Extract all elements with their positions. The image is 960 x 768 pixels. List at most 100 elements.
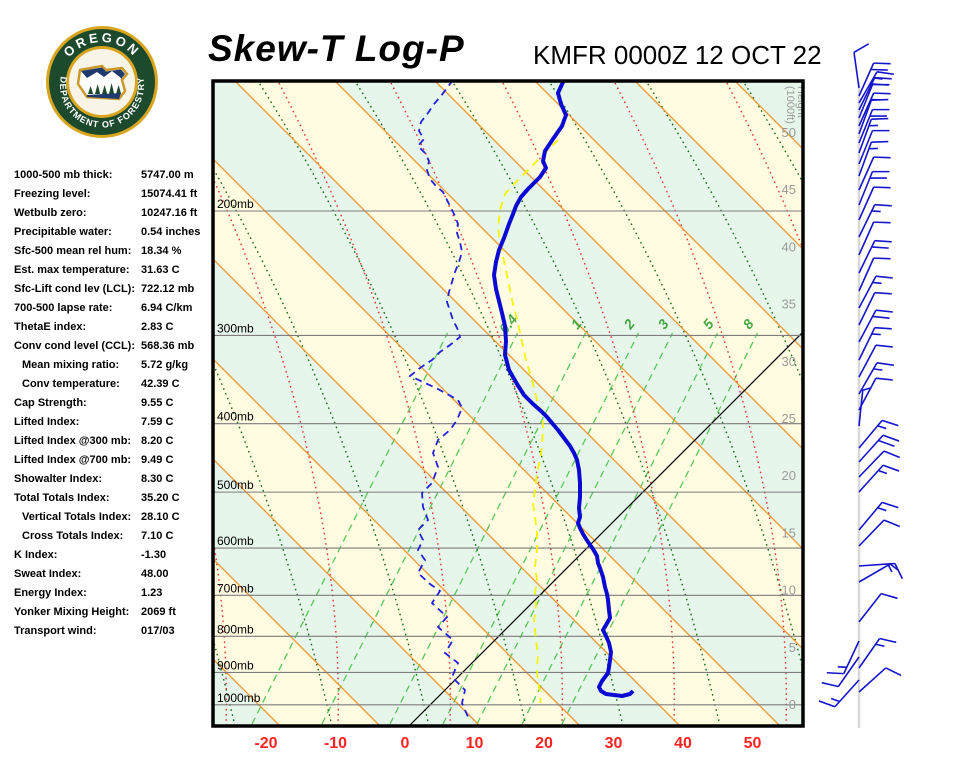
pressure-label: 200mb [217,197,254,211]
wind-barb [858,419,899,449]
index-row: Lifted Index: 7.59 C [14,413,210,432]
index-row: Lifted Index @300 mb: 8.20 C [14,432,210,451]
pressure-label: 300mb [217,321,254,335]
zero-deg-isotherm [409,332,802,725]
temp-tick-label: 30 [605,735,623,752]
indices-panel: 1000-500 mb thick: 5747.00 m Freezing leve… [14,166,210,641]
wind-barb [858,108,890,144]
wind-barb [858,275,893,309]
wind-barb [858,362,894,395]
height-tick-label: 10 [782,583,796,598]
index-value: 9.49 C [141,454,174,466]
wind-barb [858,129,890,165]
index-value: 8.30 C [141,473,174,485]
index-label: Est. max temperature: [14,264,130,276]
index-label: Precipitable water: [14,226,112,238]
index-row: Sweat Index: 48.00 [14,565,210,584]
wind-barb [858,239,892,274]
wind-barb [858,98,889,135]
wind-barb [826,640,860,675]
page-title: Skew-T Log-P [208,28,465,69]
wind-barb [853,43,870,89]
height-axis-label-units: (1000ft) [784,86,796,124]
index-label: Conv temperature: [22,378,120,390]
wind-barb [858,186,891,221]
height-tick-label: 50 [782,125,796,140]
index-label: Sfc-500 mean rel hum: [14,245,132,257]
index-row: 1000-500 mb thick: 5747.00 m [14,166,210,185]
index-row: Cross Totals Index: 7.10 C [14,527,210,546]
index-label: 700-500 lapse rate: [14,302,113,314]
wind-barb [821,656,860,688]
wind-barb [858,667,902,693]
pressure-label: 700mb [217,581,254,595]
index-label: Sweat Index: [14,568,82,580]
height-tick-label: 35 [782,297,796,312]
pressure-label: 400mb [217,410,254,424]
pressure-gridlines [214,210,802,706]
index-label: Total Totals Index: [14,492,110,504]
index-row: Vertical Totals Index: 28.10 C [14,508,210,527]
logo-state-scene [76,64,129,101]
index-label: Lifted Index @300 mb: [14,435,132,447]
index-label: Lifted Index: [14,416,80,428]
wind-barb [858,170,890,206]
index-row: Conv cond level (CCL): 568.36 mb [14,337,210,356]
index-value: 18.34 % [141,245,182,257]
index-label: Yonker Mixing Height: [14,606,130,618]
temp-tick-label: 10 [466,735,484,752]
height-tick-label: 5 [789,640,796,655]
wind-barb [858,62,891,97]
index-value: 1.23 [141,587,163,599]
height-tick-label: 30 [782,354,796,369]
index-value: 6.94 C/km [141,302,193,314]
height-tick-label: 40 [782,239,796,254]
index-value: 31.63 C [141,264,180,276]
plot-border [211,79,805,728]
index-value: 2069 ft [141,606,176,618]
index-label: 1000-500 mb thick: [14,169,113,181]
pressure-label: 500mb [217,478,254,492]
temp-tick-label: -20 [254,735,277,752]
index-value: 7.10 C [141,530,174,542]
temp-axis-labels: -20 -10 0 10 20 30 40 50 [254,735,761,752]
wind-barb [858,326,892,361]
pressure-label: 600mb [217,534,254,548]
index-value: 28.10 C [141,511,180,523]
index-row: 700-500 lapse rate: 6.94 C/km [14,299,210,318]
station-datetime-label: KMFR 0000Z 12 OCT 22 [533,40,822,70]
wind-barb [858,203,892,238]
height-tick-label: 0 [789,697,796,712]
index-label: Mean mixing ratio: [22,359,120,371]
temp-tick-label: 20 [535,735,553,752]
plot-area: 0.4 1 2 3 5 8200mb300mb400mb500mb600mb700mb80… [214,82,802,725]
wind-barb [858,344,893,378]
index-row: ThetaE index: 2.83 C [14,318,210,337]
index-label: Freezing level: [14,188,91,200]
wind-barb [858,117,889,154]
index-value: 5747.00 m [141,169,194,181]
dewpoint-trace [408,82,469,718]
wind-barb [858,450,901,478]
index-value: 35.20 C [141,492,180,504]
index-row: Conv temperature: 42.39 C [14,375,210,394]
index-label: Transport wind: [14,625,97,637]
wind-barb-column [818,43,904,728]
index-row: Cap Strength: 9.55 C [14,394,210,413]
index-value: 568.36 mb [141,340,195,352]
mixing-ratio-lines [251,332,759,725]
wind-barb [858,563,898,583]
pressure-label: 1000mb [217,691,261,705]
index-row: Freezing level: 15074.41 ft [14,185,210,204]
height-tick-label: 15 [782,525,796,540]
wind-barb [858,156,891,191]
index-label: Conv cond level (CCL): [14,340,136,352]
pressure-label: 800mb [217,622,254,636]
index-row: Yonker Mixing Height: 2069 ft [14,603,210,622]
index-label: Energy Index: [14,587,87,599]
index-row: Energy Index: 1.23 [14,584,210,603]
height-tick-label: 25 [782,411,796,426]
index-row: Sfc-Lift cond lev (LCL): 722.12 mb [14,280,210,299]
